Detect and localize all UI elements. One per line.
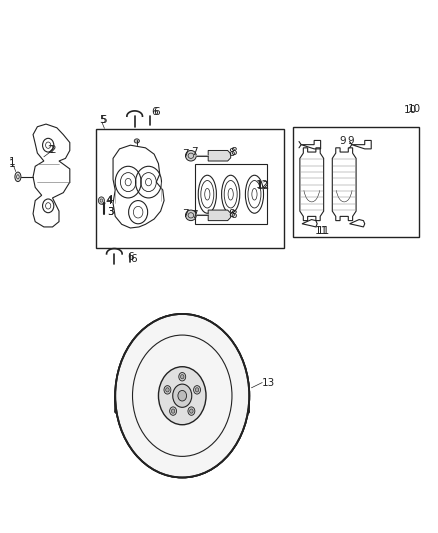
Text: 6: 6 — [153, 107, 159, 117]
Polygon shape — [208, 210, 231, 221]
Text: 10: 10 — [408, 104, 421, 114]
Text: 6: 6 — [151, 107, 157, 117]
Circle shape — [188, 407, 195, 415]
Text: 3: 3 — [107, 207, 113, 217]
Text: 12: 12 — [256, 180, 269, 190]
Text: 12: 12 — [257, 181, 270, 191]
Text: 13: 13 — [262, 377, 276, 387]
Text: 8: 8 — [229, 148, 235, 158]
Text: 6: 6 — [130, 254, 137, 264]
Text: 6: 6 — [127, 252, 134, 262]
Circle shape — [99, 197, 104, 204]
Text: 11: 11 — [315, 226, 328, 236]
Circle shape — [173, 384, 192, 407]
Circle shape — [159, 367, 206, 425]
Circle shape — [115, 314, 249, 478]
Text: 2: 2 — [49, 146, 56, 156]
Text: 7: 7 — [182, 209, 189, 219]
Circle shape — [166, 387, 169, 392]
Text: 3: 3 — [107, 207, 113, 217]
Circle shape — [171, 409, 175, 413]
Circle shape — [179, 373, 186, 381]
Text: 11: 11 — [317, 226, 330, 236]
Text: 8: 8 — [230, 147, 237, 157]
Text: 5: 5 — [100, 116, 107, 125]
Text: 7: 7 — [191, 147, 198, 157]
Text: 2: 2 — [47, 146, 54, 156]
Circle shape — [164, 386, 171, 394]
Circle shape — [194, 386, 201, 394]
Text: 9: 9 — [340, 136, 346, 147]
Circle shape — [180, 375, 184, 379]
Text: 1: 1 — [9, 159, 16, 168]
Text: 10: 10 — [403, 105, 417, 115]
Ellipse shape — [134, 139, 139, 143]
Polygon shape — [208, 150, 231, 161]
Circle shape — [190, 409, 193, 413]
Circle shape — [115, 314, 249, 478]
Text: 8: 8 — [230, 211, 237, 220]
Ellipse shape — [185, 210, 196, 221]
Ellipse shape — [185, 150, 196, 161]
Circle shape — [195, 387, 199, 392]
Text: 9: 9 — [347, 136, 354, 147]
Circle shape — [178, 391, 187, 401]
Text: 1: 1 — [9, 157, 16, 167]
Text: 5: 5 — [99, 116, 106, 125]
Text: 7: 7 — [191, 211, 198, 220]
Text: 7: 7 — [182, 149, 189, 159]
Text: 4: 4 — [107, 195, 113, 205]
Circle shape — [170, 407, 177, 415]
Ellipse shape — [102, 202, 105, 205]
Text: 4: 4 — [106, 196, 113, 206]
Text: 8: 8 — [229, 209, 235, 219]
Ellipse shape — [115, 400, 249, 423]
Ellipse shape — [15, 172, 21, 182]
